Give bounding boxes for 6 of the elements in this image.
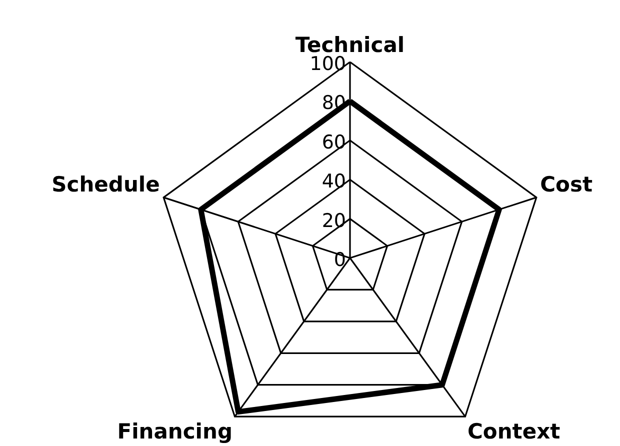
spoke-label: Context xyxy=(468,419,560,444)
spoke-label: Financing xyxy=(117,419,232,444)
y-tick-label: 60 xyxy=(322,131,346,154)
spoke-label: Schedule xyxy=(52,172,160,197)
y-tick-label: 100 xyxy=(310,53,346,75)
spoke-label: Cost xyxy=(540,172,593,197)
